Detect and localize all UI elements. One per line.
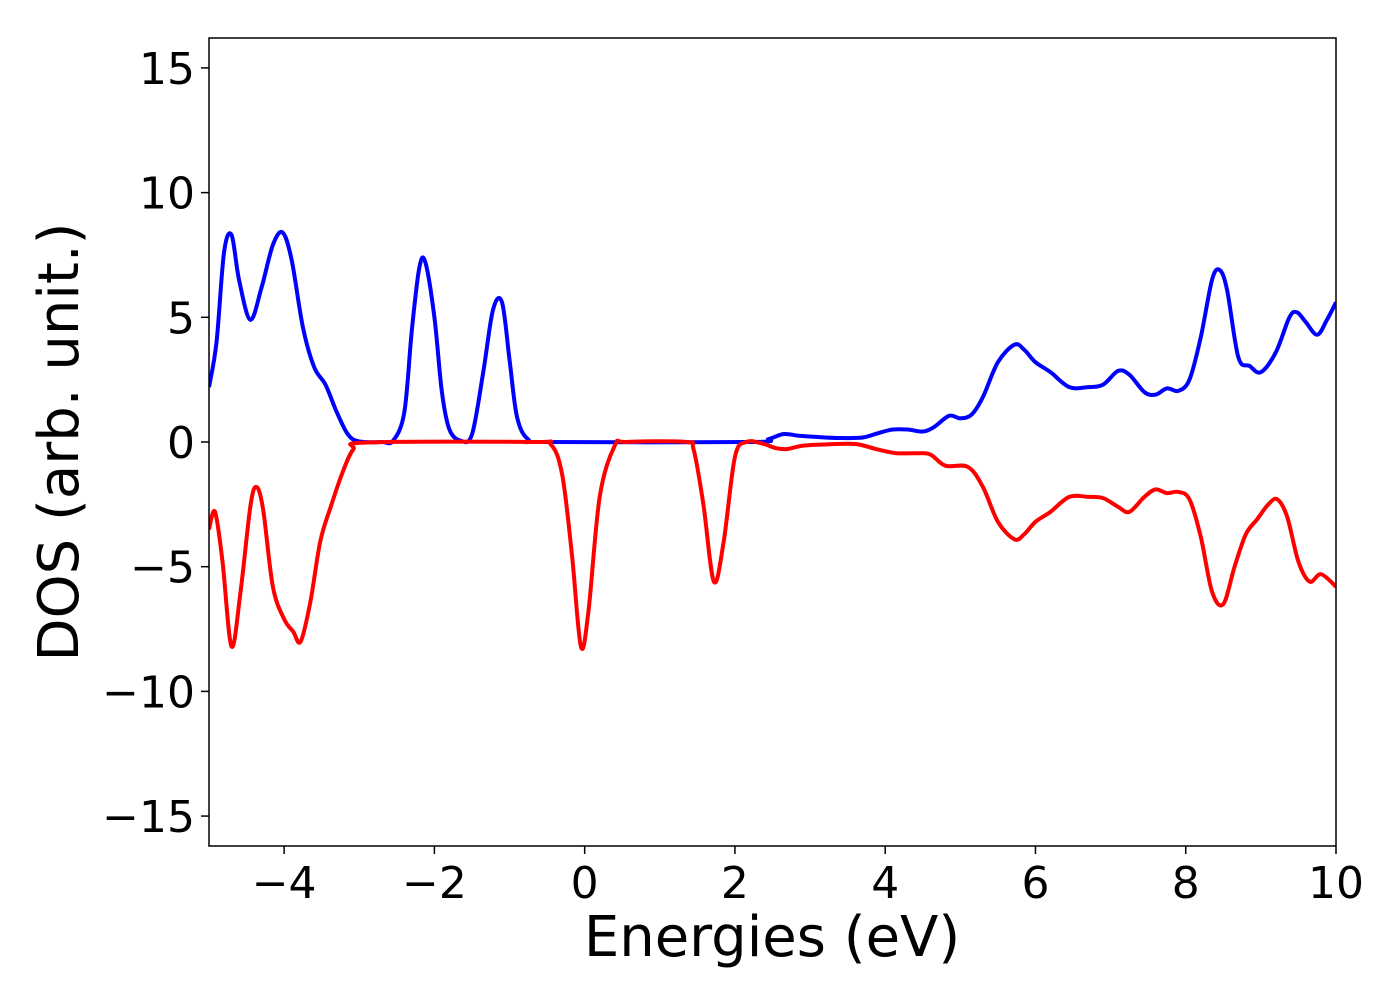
y-tick-label: −10 <box>102 667 195 718</box>
x-tick-label: −4 <box>252 858 317 909</box>
x-tick-label: 10 <box>1308 858 1364 909</box>
x-tick-label: 2 <box>721 858 749 909</box>
series-line-2 <box>209 438 1336 651</box>
y-tick-label: 15 <box>139 44 195 95</box>
x-tick-label: 6 <box>1021 858 1049 909</box>
y-axis-label: DOS (arb. unit.) <box>27 222 92 661</box>
x-tick-label: −2 <box>402 858 467 909</box>
y-tick-label: 5 <box>167 293 195 344</box>
x-tick-label: 4 <box>871 858 899 909</box>
series-line-1 <box>209 229 1336 446</box>
series-layer <box>209 229 1336 651</box>
x-axis: −4 −2 0 2 4 6 8 10 <box>252 846 1364 909</box>
y-tick-label: 0 <box>167 418 195 469</box>
y-axis: 15 10 5 0 −5 −10 −15 <box>102 44 209 843</box>
x-tick-label: 8 <box>1172 858 1200 909</box>
x-tick-label: 0 <box>571 858 599 909</box>
x-axis-label: Energies (eV) <box>584 905 960 970</box>
y-tick-label: 10 <box>139 169 195 220</box>
y-tick-label: −5 <box>130 543 195 594</box>
y-tick-label: −15 <box>102 792 195 843</box>
